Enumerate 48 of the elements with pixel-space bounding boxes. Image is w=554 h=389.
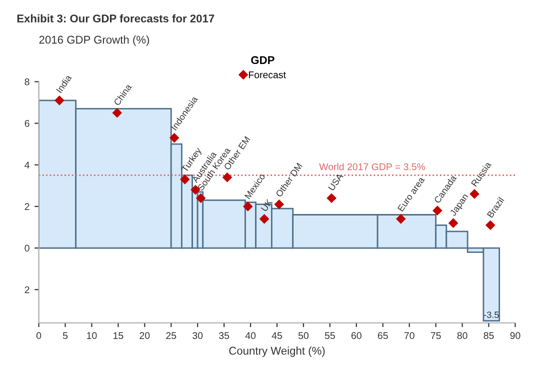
- x-tick-label: 0: [36, 332, 42, 340]
- x-tick-label: 65: [378, 332, 388, 340]
- x-tick-label: 15: [114, 332, 124, 340]
- x-tick-label: 50: [298, 332, 308, 340]
- x-tick-label: 55: [324, 332, 335, 340]
- y-tick-label: 4: [24, 162, 30, 168]
- x-tick-label: 35: [219, 332, 230, 340]
- x-tick-label: 20: [140, 332, 150, 340]
- x-tick-label: 10: [87, 332, 97, 340]
- data-label: -3.5: [484, 312, 499, 318]
- point: [180, 174, 190, 184]
- point: [222, 172, 232, 182]
- point: [112, 108, 122, 118]
- point: [432, 206, 442, 216]
- y-tick-label: 2: [24, 286, 30, 294]
- x-tick-label: 40: [245, 332, 256, 340]
- y-tick-label: 0: [24, 244, 30, 252]
- point: [274, 200, 284, 209]
- point: [396, 214, 406, 224]
- y-tick-label: 2: [24, 203, 30, 210]
- point: [243, 202, 253, 212]
- legend-label: Forecast: [248, 71, 286, 78]
- x-tick-label: 30: [192, 332, 203, 340]
- y-tick-label: 6: [24, 120, 30, 127]
- chart-title: Exhibit 3: Our GDP forecasts for 2017: [17, 14, 214, 22]
- ref-line-label: World 2017 GDP = 3.5%: [319, 163, 426, 170]
- legend-title: GDP: [251, 56, 274, 64]
- x-tick-label: 5: [62, 332, 68, 340]
- x-tick-label: 75: [430, 332, 441, 340]
- point: [196, 194, 206, 203]
- point: [54, 96, 64, 106]
- x-tick-label: 45: [272, 332, 282, 340]
- point: [448, 218, 458, 228]
- x-tick-label: 25: [166, 332, 176, 340]
- y-tick-label: 8: [24, 78, 30, 86]
- x-axis-title: Country Weight (%): [229, 346, 325, 357]
- point: [486, 220, 495, 230]
- point: [170, 133, 179, 142]
- x-tick-label: 80: [457, 332, 468, 340]
- y-axis-title: 2016 GDP Growth (%): [39, 36, 150, 46]
- x-tick-label: 60: [351, 332, 362, 340]
- point: [260, 214, 269, 224]
- x-tick-label: 70: [404, 332, 414, 340]
- point: [326, 194, 336, 203]
- annotation: UK: [260, 198, 273, 212]
- point: [470, 189, 480, 199]
- x-tick-label: 90: [510, 332, 520, 340]
- x-tick-label: 85: [484, 332, 494, 340]
